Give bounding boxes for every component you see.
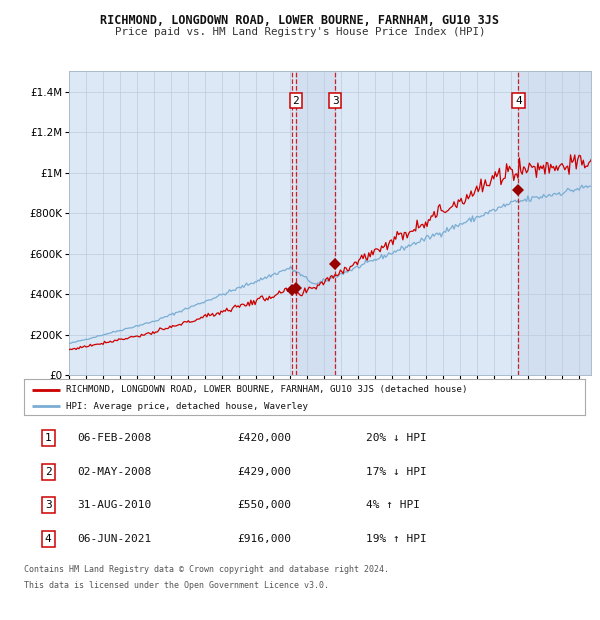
Text: RICHMOND, LONGDOWN ROAD, LOWER BOURNE, FARNHAM, GU10 3JS: RICHMOND, LONGDOWN ROAD, LOWER BOURNE, F…: [101, 14, 499, 27]
Text: £550,000: £550,000: [237, 500, 291, 510]
Text: HPI: Average price, detached house, Waverley: HPI: Average price, detached house, Wave…: [66, 402, 308, 411]
Text: 3: 3: [45, 500, 52, 510]
Text: 19% ↑ HPI: 19% ↑ HPI: [366, 534, 427, 544]
Text: 2: 2: [292, 95, 299, 105]
Text: £429,000: £429,000: [237, 467, 291, 477]
Bar: [518, 71, 591, 375]
Bar: [296, 71, 335, 375]
Text: RICHMOND, LONGDOWN ROAD, LOWER BOURNE, FARNHAM, GU10 3JS (detached house): RICHMOND, LONGDOWN ROAD, LOWER BOURNE, F…: [66, 385, 467, 394]
Text: 4% ↑ HPI: 4% ↑ HPI: [366, 500, 420, 510]
Text: £420,000: £420,000: [237, 433, 291, 443]
Text: Contains HM Land Registry data © Crown copyright and database right 2024.: Contains HM Land Registry data © Crown c…: [24, 565, 389, 575]
Text: 20% ↓ HPI: 20% ↓ HPI: [366, 433, 427, 443]
Text: 2: 2: [45, 467, 52, 477]
Text: 06-JUN-2021: 06-JUN-2021: [77, 534, 152, 544]
Text: 02-MAY-2008: 02-MAY-2008: [77, 467, 152, 477]
Text: 1: 1: [45, 433, 52, 443]
Text: £916,000: £916,000: [237, 534, 291, 544]
Text: This data is licensed under the Open Government Licence v3.0.: This data is licensed under the Open Gov…: [24, 581, 329, 590]
Text: 06-FEB-2008: 06-FEB-2008: [77, 433, 152, 443]
Text: 4: 4: [515, 95, 522, 105]
Text: Price paid vs. HM Land Registry's House Price Index (HPI): Price paid vs. HM Land Registry's House …: [115, 27, 485, 37]
Text: 4: 4: [45, 534, 52, 544]
Text: 3: 3: [332, 95, 338, 105]
Text: 31-AUG-2010: 31-AUG-2010: [77, 500, 152, 510]
Text: 17% ↓ HPI: 17% ↓ HPI: [366, 467, 427, 477]
